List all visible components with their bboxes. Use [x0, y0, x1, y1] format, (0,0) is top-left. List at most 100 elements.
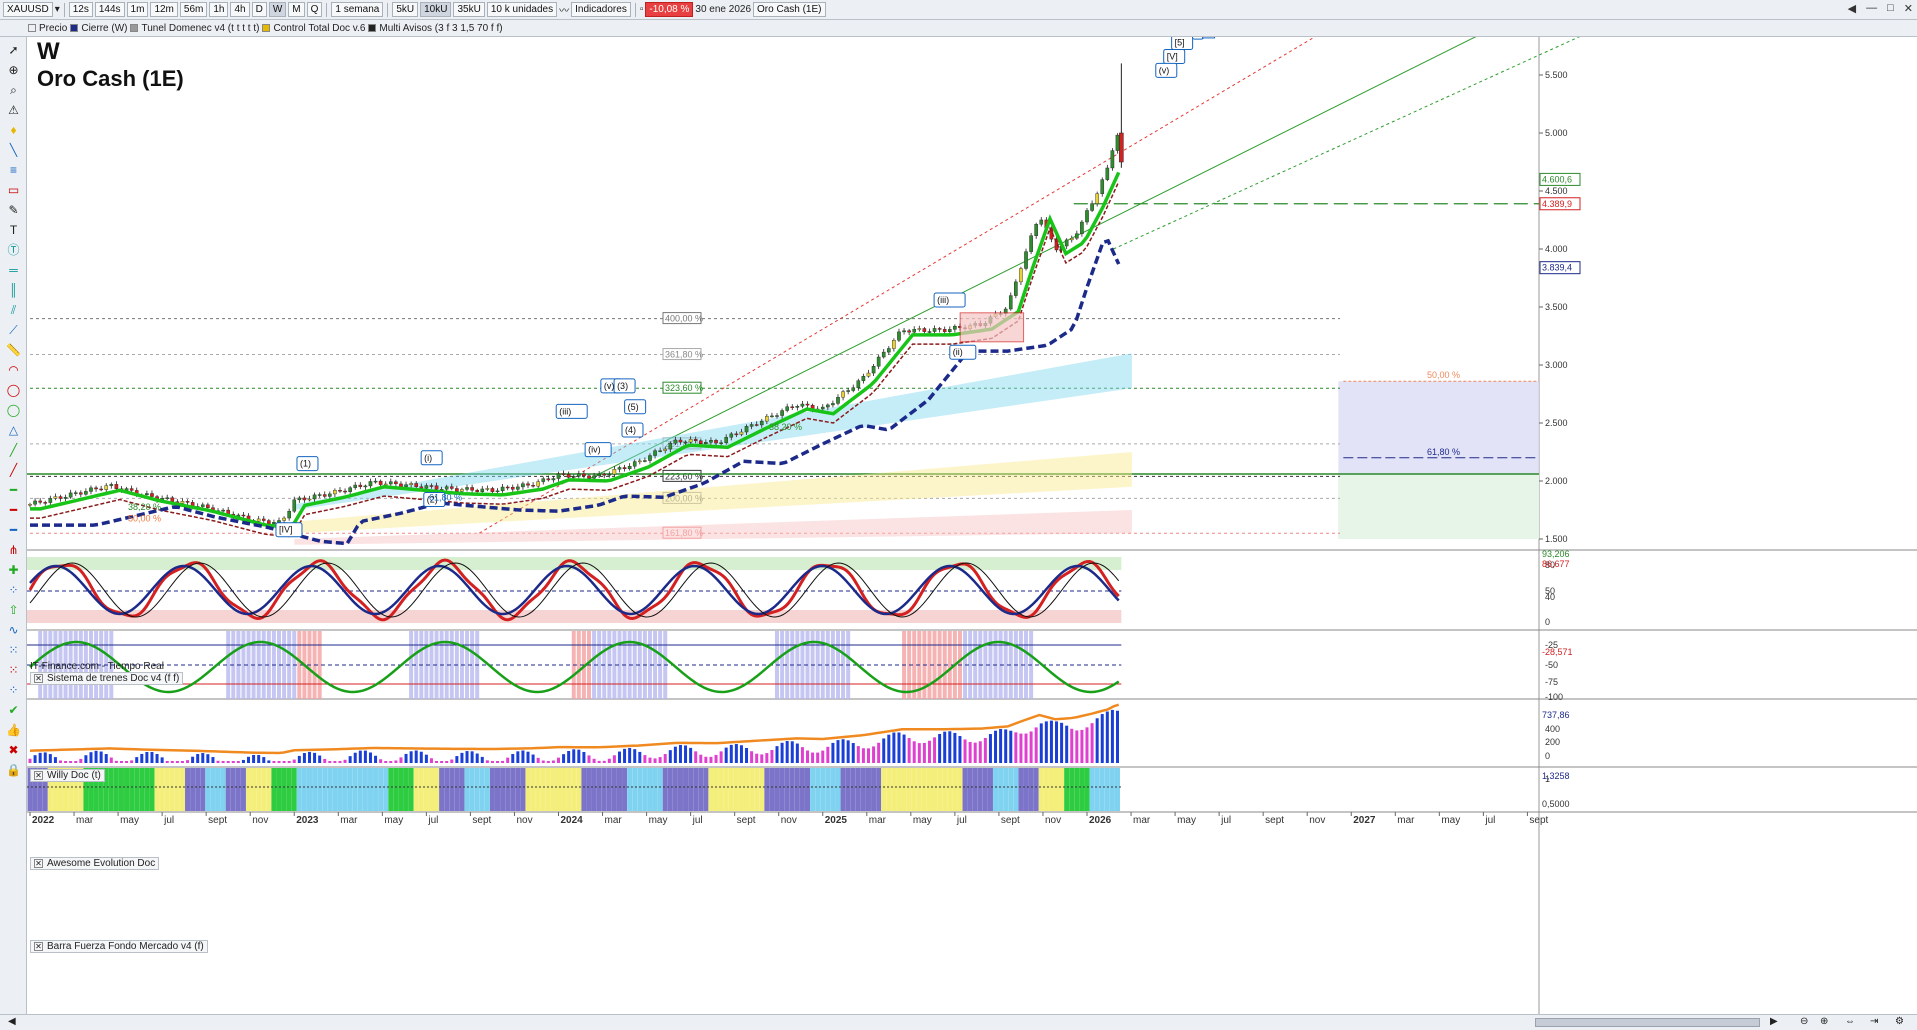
autoscale-icon[interactable]: ⇔ — [1845, 1016, 1855, 1027]
trend-red-icon[interactable]: ╱ — [9, 463, 18, 477]
units-35k[interactable]: 35kU — [453, 2, 485, 17]
minimize-icon[interactable]: — — [1866, 2, 1878, 14]
circle-icon[interactable]: ◯ — [6, 403, 21, 417]
checkbox-icon[interactable] — [368, 24, 377, 32]
indicators-button[interactable]: Indicadores — [571, 2, 631, 17]
zoom-out-icon[interactable]: ⊖ — [1800, 1016, 1809, 1027]
time-scrollbar[interactable]: ◀ ▶ ⊖ ⊕ ⇔ ⇥ ⚙ — [0, 1014, 1917, 1030]
tf-m[interactable]: M — [288, 2, 305, 17]
arc-icon[interactable]: ◠ — [8, 363, 19, 377]
check-icon[interactable]: ✔ — [8, 703, 19, 717]
wave-tool-icon[interactable]: ∿ — [8, 623, 19, 637]
delete-icon[interactable]: ✖ — [8, 743, 19, 757]
indicator-tunel[interactable]: Tunel Domenec v4 (t t t t t) — [130, 23, 259, 34]
rect-icon[interactable]: ▭ — [7, 183, 20, 197]
fib-icon[interactable]: ≡ — [9, 163, 17, 177]
checkbox-icon[interactable] — [130, 24, 139, 32]
thumb-up-icon[interactable]: 👍 — [6, 723, 21, 737]
window-icon[interactable]: ▫ — [639, 4, 644, 15]
alert-icon[interactable]: ⚠ — [8, 103, 19, 117]
awesome-bar — [1065, 725, 1069, 763]
zoom-icon[interactable]: ⌕ — [10, 83, 17, 97]
end-icon[interactable]: ⇥ — [1870, 1016, 1879, 1027]
checkbox-icon[interactable] — [70, 24, 79, 32]
back-icon[interactable]: ◀ — [1847, 3, 1857, 15]
hline-blue-icon[interactable]: ━ — [9, 523, 18, 537]
awesome-bar — [282, 761, 286, 763]
period-selector[interactable]: 1 semana — [331, 2, 384, 17]
symbol-selector[interactable]: XAUUSD — [3, 2, 53, 17]
units-10k[interactable]: 10kU — [420, 2, 452, 17]
candle-body — [150, 493, 154, 497]
symbol-dropdown-icon[interactable]: ▾ — [54, 4, 60, 15]
wave-label-box — [613, 378, 636, 394]
indicator-price[interactable]: Precio — [28, 23, 67, 34]
tf-144s[interactable]: 144s — [94, 2, 125, 17]
tf-56m[interactable]: 56m — [179, 2, 208, 17]
ellipse-icon[interactable]: ◯ — [6, 383, 21, 397]
awesome-bar — [521, 750, 525, 763]
settings-icon[interactable]: ⚙ — [1895, 1016, 1904, 1027]
lock-icon[interactable]: 🔒 — [6, 763, 21, 777]
zoom-in-icon[interactable]: ⊕ — [8, 63, 19, 77]
tf-12m[interactable]: 12m — [150, 2, 178, 17]
awesome-bar — [429, 758, 433, 763]
tf-w[interactable]: W — [268, 2, 287, 17]
fan-icon[interactable]: ⟋ — [9, 323, 18, 337]
tf-q[interactable]: Q — [306, 2, 323, 17]
panel-header-willy[interactable]: ✕ Willy Doc (t) — [30, 769, 105, 782]
tf-1h[interactable]: 1h — [209, 2, 229, 17]
barra-bar — [932, 768, 938, 811]
cross-icon[interactable]: ✚ — [8, 563, 19, 577]
arrow-up-icon[interactable]: ⇧ — [8, 603, 19, 617]
panel-header-barra[interactable]: ✕ Barra Fuerza Fondo Mercado v4 (f) — [30, 940, 208, 953]
zoom-in-time-icon[interactable]: ⊕ — [1820, 1016, 1829, 1027]
indicator-control[interactable]: Control Total Doc v.6 — [262, 23, 365, 34]
close-icon[interactable]: ✕ — [1903, 3, 1913, 15]
hline-green-icon[interactable]: ━ — [9, 483, 18, 497]
cursor-icon[interactable]: ➚ — [8, 43, 19, 57]
close-icon[interactable]: ✕ — [34, 942, 43, 951]
pitch-icon[interactable]: ⋔ — [8, 543, 19, 557]
checkbox-icon[interactable] — [28, 24, 36, 32]
units-dropdown[interactable]: 10 k unidades — [486, 2, 558, 17]
scatter-red-icon[interactable]: ⁙ — [8, 663, 19, 677]
panel-header-awesome[interactable]: ✕ Awesome Evolution Doc — [30, 857, 160, 870]
indicator-multi[interactable]: Multi Avisos (3 f 3 1,5 70 f f) — [368, 23, 503, 34]
channel-icon[interactable]: ⫽ — [10, 303, 17, 317]
text-icon[interactable]: T — [9, 223, 18, 237]
close-icon[interactable]: ✕ — [34, 771, 43, 780]
text-box-icon[interactable]: Ⓣ — [7, 243, 20, 257]
units-5k[interactable]: 5kU — [392, 2, 419, 17]
bell-icon[interactable]: ♦ — [10, 123, 17, 137]
chart-canvas[interactable]: 50,00 % 61,80 % 400,00 % 361,80 % 323,60 % 26… — [27, 23, 1917, 1014]
scroll-thumb[interactable] — [1535, 1018, 1760, 1027]
scatter-icon[interactable]: ⁙ — [8, 643, 19, 657]
checkbox-icon[interactable] — [262, 24, 271, 32]
vline-icon[interactable]: ║ — [9, 283, 18, 297]
panel-header-trends[interactable]: ✕ Sistema de trenes Doc v4 (f f) — [30, 672, 184, 685]
hline-icon[interactable]: ═ — [9, 263, 18, 277]
scroll-left-icon[interactable]: ◀ — [8, 1016, 16, 1027]
dots-blue-icon[interactable]: ⁘ — [8, 683, 19, 697]
tf-12s[interactable]: 12s — [68, 2, 93, 17]
dots-icon[interactable]: ⁘ — [8, 583, 19, 597]
trend-icon[interactable]: ╱ — [9, 443, 18, 457]
tf-4h[interactable]: 4h — [230, 2, 250, 17]
indicator-close[interactable]: Cierre (W) — [70, 23, 127, 34]
line-tool-icon[interactable]: ╲ — [9, 143, 18, 157]
close-icon[interactable]: ✕ — [34, 859, 43, 868]
tf-1m[interactable]: 1m — [126, 2, 149, 17]
awesome-bar — [617, 751, 621, 763]
scroll-right-icon[interactable]: ▶ — [1770, 1016, 1778, 1027]
hline-red-icon[interactable]: ━ — [9, 503, 18, 517]
awesome-bar — [165, 760, 169, 763]
pen-icon[interactable]: ✎ — [8, 203, 19, 217]
tri-icon[interactable]: △ — [8, 423, 19, 437]
chart-area[interactable]: 50,00 % 61,80 % 400,00 % 361,80 % 323,60 % 26… — [27, 23, 1917, 1014]
maximize-icon[interactable]: □ — [1887, 2, 1894, 14]
tf-d[interactable]: D — [251, 2, 267, 17]
ruler-icon[interactable]: 📏 — [6, 343, 21, 357]
close-icon[interactable]: ✕ — [34, 674, 43, 683]
wave-icon[interactable]: 〰 — [559, 6, 570, 17]
